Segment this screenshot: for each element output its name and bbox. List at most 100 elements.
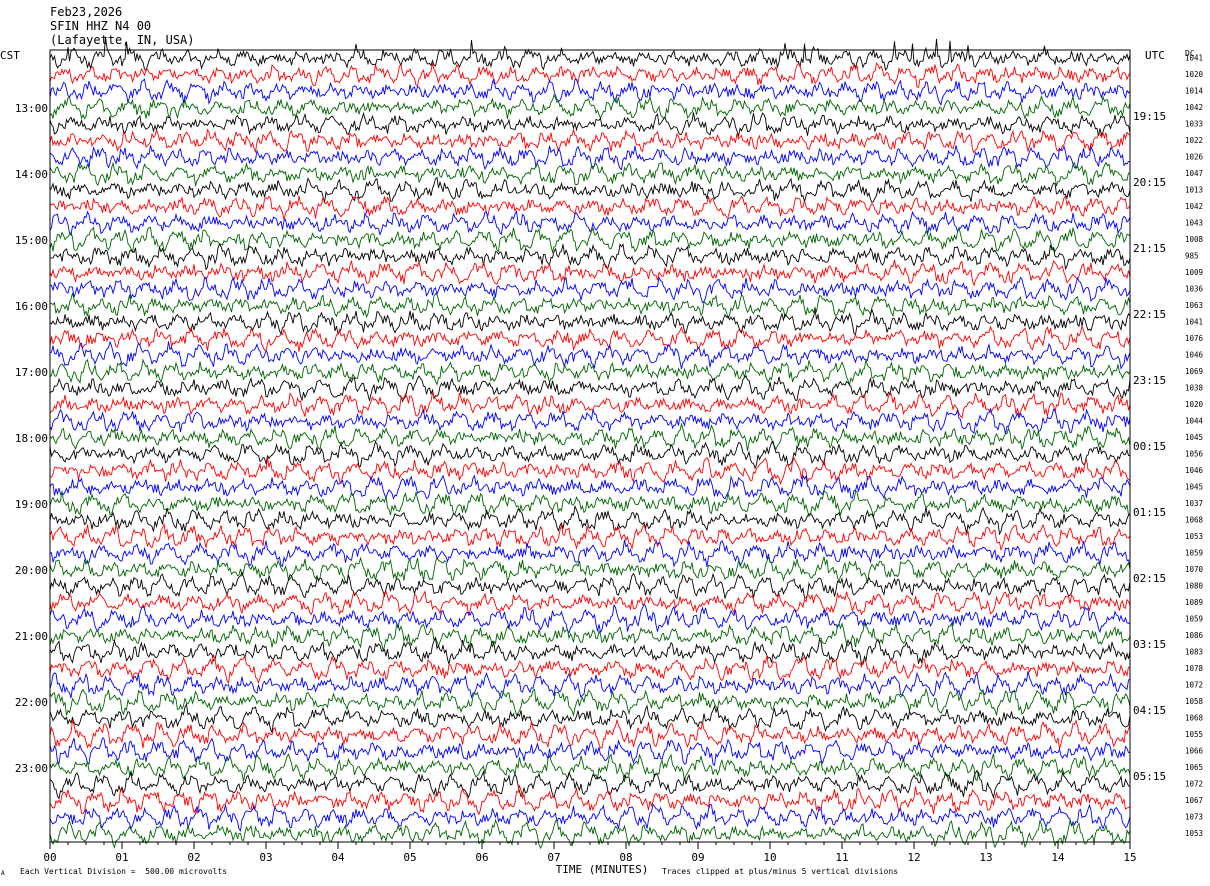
trace-3 <box>49 93 1131 120</box>
header-location: (Lafayette, IN, USA) <box>50 33 195 47</box>
trace-47 <box>49 818 1131 850</box>
dc-offset-1: 1020 <box>1185 70 1204 79</box>
dc-offset-30: 1059 <box>1185 548 1203 557</box>
dc-offset-9: 1042 <box>1185 202 1203 211</box>
trace-35 <box>49 621 1131 652</box>
dc-offset-40: 1068 <box>1185 713 1204 722</box>
dc-offset-25: 1046 <box>1185 466 1204 475</box>
dc-offset-3: 1042 <box>1185 103 1203 112</box>
trace-24 <box>49 440 1131 470</box>
utc-tick-label-0: 19:15 <box>1133 110 1166 123</box>
utc-tick-label-4: 23:15 <box>1133 374 1166 387</box>
dc-offset-16: 1041 <box>1185 317 1203 326</box>
utc-tick-label-9: 04:15 <box>1133 704 1166 717</box>
dc-offset-15: 1063 <box>1185 301 1203 310</box>
trace-5 <box>49 127 1131 154</box>
trace-8 <box>49 176 1131 204</box>
dc-offset-4: 1033 <box>1185 119 1203 128</box>
dc-offset-41: 1055 <box>1185 730 1203 739</box>
dc-offset-19: 1069 <box>1185 367 1203 376</box>
dc-offset-8: 1013 <box>1185 185 1203 194</box>
utc-tick-label-10: 05:15 <box>1133 770 1166 783</box>
trace-30 <box>49 539 1131 568</box>
trace-46 <box>49 803 1131 832</box>
left-time-axis: 13:00 14:00 15:00 16:00 17:00 18:00 19:00 20:00… <box>15 102 48 775</box>
trace-12 <box>49 242 1131 271</box>
utc-tick-label-3: 22:15 <box>1133 308 1166 321</box>
clip-note: Traces clipped at plus/minus 5 vertical … <box>662 867 899 876</box>
trace-43 <box>49 753 1131 782</box>
cst-tick-label-2: 15:00 <box>15 234 48 247</box>
utc-tick-label-7: 02:15 <box>1133 572 1166 585</box>
trace-32 <box>49 571 1131 600</box>
trace-23 <box>49 422 1131 451</box>
cst-tick-label-4: 17:00 <box>15 366 48 379</box>
dc-offset-46: 1073 <box>1185 812 1203 821</box>
trace-2 <box>49 78 1131 106</box>
trace-0 <box>49 36 1131 72</box>
dc-offset-11: 1008 <box>1185 235 1204 244</box>
seismic-traces <box>49 36 1131 850</box>
dc-offset-2: 1014 <box>1185 86 1204 95</box>
right-time-axis: 19:15 20:15 21:15 22:15 23:15 00:15 01:15 02:15… <box>1133 110 1166 783</box>
dc-offset-28: 1068 <box>1185 515 1204 524</box>
corner-mark: A <box>1 870 5 877</box>
x-tick-label-2: 02 <box>187 851 200 864</box>
cst-tick-label-0: 13:00 <box>15 102 48 115</box>
trace-18 <box>49 340 1131 370</box>
x-tick-label-3: 03 <box>259 851 272 864</box>
cst-tick-label-7: 20:00 <box>15 564 48 577</box>
trace-7 <box>49 161 1130 187</box>
x-tick-label-4: 04 <box>331 851 345 864</box>
dc-offset-34: 1059 <box>1185 614 1203 623</box>
x-tick-label-13: 13 <box>979 851 992 864</box>
x-tick-label-9: 09 <box>691 851 704 864</box>
trace-38 <box>49 671 1131 700</box>
trace-20 <box>49 375 1131 403</box>
trace-27 <box>49 489 1131 518</box>
dc-offset-47: 1053 <box>1185 829 1203 838</box>
dc-offset-37: 1078 <box>1185 664 1204 673</box>
dc-offset-21: 1020 <box>1185 400 1204 409</box>
x-tick-label-12: 12 <box>907 851 920 864</box>
trace-25 <box>49 456 1131 486</box>
trace-26 <box>49 474 1131 500</box>
dc-label: DC <box>1185 49 1195 58</box>
trace-15 <box>50 292 1131 320</box>
dc-offset-23: 1045 <box>1185 433 1203 442</box>
dc-offset-42: 1066 <box>1185 746 1204 755</box>
dc-offset-20: 1038 <box>1185 383 1204 392</box>
dc-offset-29: 1053 <box>1185 532 1203 541</box>
cst-tick-label-6: 19:00 <box>15 498 48 511</box>
x-tick-label-15: 15 <box>1123 851 1136 864</box>
dc-offset-26: 1045 <box>1185 482 1203 491</box>
utc-tick-label-6: 01:15 <box>1133 506 1166 519</box>
x-tick-label-10: 10 <box>763 851 776 864</box>
x-axis: 00 01 02 03 04 05 06 07 08 09 10 11 12 13 14 15 <box>43 842 1137 864</box>
dc-offset-45: 1067 <box>1185 796 1203 805</box>
trace-14 <box>49 276 1131 304</box>
x-tick-label-1: 01 <box>115 851 128 864</box>
dc-offset-39: 1058 <box>1185 697 1204 706</box>
trace-22 <box>49 407 1131 434</box>
trace-34 <box>49 603 1131 634</box>
cst-tick-label-8: 21:00 <box>15 630 48 643</box>
dc-offset-24: 1056 <box>1185 449 1204 458</box>
dc-offset-43: 1065 <box>1185 763 1203 772</box>
trace-37 <box>49 654 1131 685</box>
trace-1 <box>49 62 1131 88</box>
dc-offset-36: 1083 <box>1185 647 1203 656</box>
dc-offset-10: 1043 <box>1185 218 1203 227</box>
utc-tick-label-1: 20:15 <box>1133 176 1166 189</box>
trace-16 <box>49 308 1131 336</box>
cst-tick-label-9: 22:00 <box>15 696 48 709</box>
utc-tick-label-2: 21:15 <box>1133 242 1166 255</box>
x-axis-label: TIME (MINUTES) <box>556 863 649 876</box>
trace-13 <box>49 259 1131 287</box>
dc-offset-0: 1041 <box>1185 53 1203 62</box>
header-date: Feb23,2026 <box>50 5 123 19</box>
plot-frame <box>49 49 1131 843</box>
dc-offset-17: 1076 <box>1185 334 1204 343</box>
trace-10 <box>49 210 1131 237</box>
